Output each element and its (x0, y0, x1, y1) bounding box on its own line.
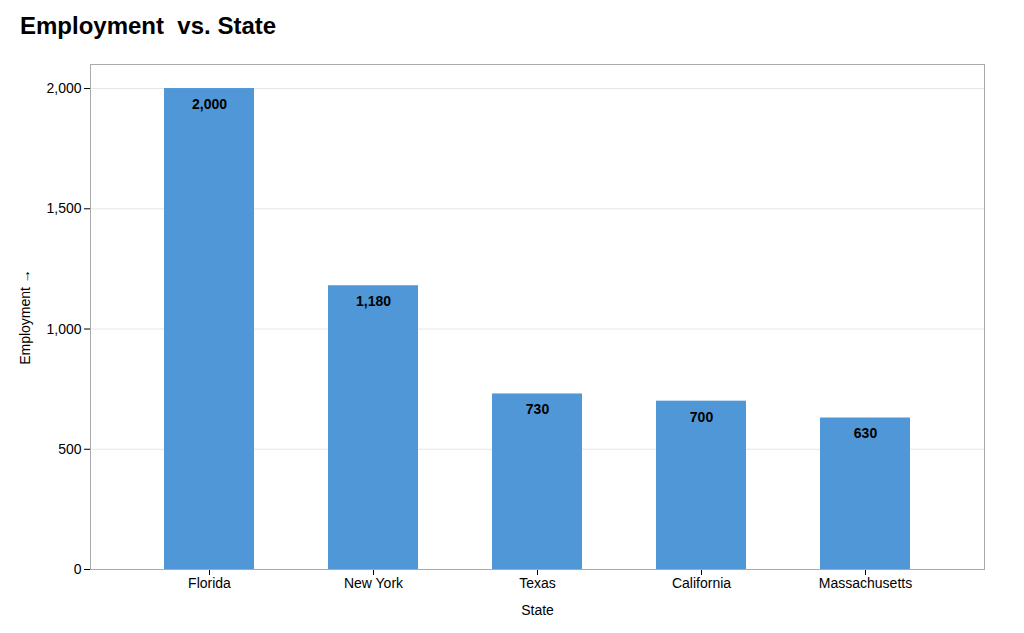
html-text:Employment vs. State: Employment vs. State (20, 12, 277, 39)
svg-text:2,000: 2,000 (192, 96, 227, 112)
svg-text:0: 0 (74, 561, 82, 577)
svg-text:California: California (672, 575, 731, 591)
svg-text:Massachusetts: Massachusetts (819, 575, 912, 591)
svg-text:Employment →: Employment → (17, 269, 33, 365)
svg-text:1,500: 1,500 (46, 200, 81, 216)
svg-text:Florida: Florida (188, 575, 231, 591)
svg-text:Texas: Texas (519, 575, 556, 591)
svg-text:630: 630 (854, 425, 878, 441)
svg-text:1,180: 1,180 (356, 293, 391, 309)
svg-text:700: 700 (690, 409, 714, 425)
svg-text:2,000: 2,000 (46, 80, 81, 96)
svg-text:1,000: 1,000 (46, 321, 81, 337)
svg-text:State: State (521, 602, 554, 618)
svg-text:500: 500 (58, 441, 82, 457)
svg-text:New York: New York (344, 575, 404, 591)
svg-text:730: 730 (526, 401, 550, 417)
